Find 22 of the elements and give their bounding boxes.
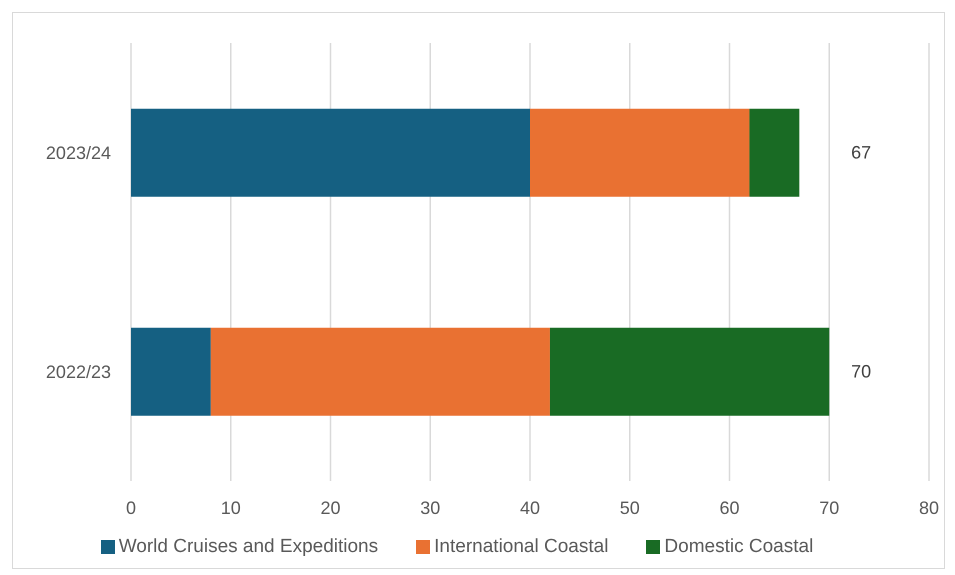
x-tick-label: 70 [819, 498, 840, 518]
bar [550, 328, 830, 416]
x-tick-label: 80 [918, 498, 940, 518]
legend-label: International Coastal [434, 536, 608, 557]
bar [749, 108, 800, 197]
bar [131, 328, 211, 416]
x-tick-label: 30 [420, 498, 440, 518]
x-tick-label: 0 [126, 498, 136, 518]
x-tick-label: 60 [719, 498, 740, 518]
bar [131, 108, 530, 197]
total-label: 67 [851, 142, 872, 163]
y-tick-label: 2023/24 [46, 142, 111, 163]
x-tick-label: 20 [320, 498, 341, 518]
legend-label: Domestic Coastal [664, 536, 814, 557]
y-tick-label: 2022/23 [46, 362, 111, 382]
x-tick-label: 10 [220, 498, 241, 518]
legend-label: World Cruises and Expeditions [118, 536, 378, 557]
x-tick-label: 40 [520, 498, 540, 518]
total-label: 70 [851, 362, 872, 382]
bar [210, 328, 550, 416]
bar [530, 108, 750, 197]
x-tick-label: 50 [620, 498, 640, 518]
